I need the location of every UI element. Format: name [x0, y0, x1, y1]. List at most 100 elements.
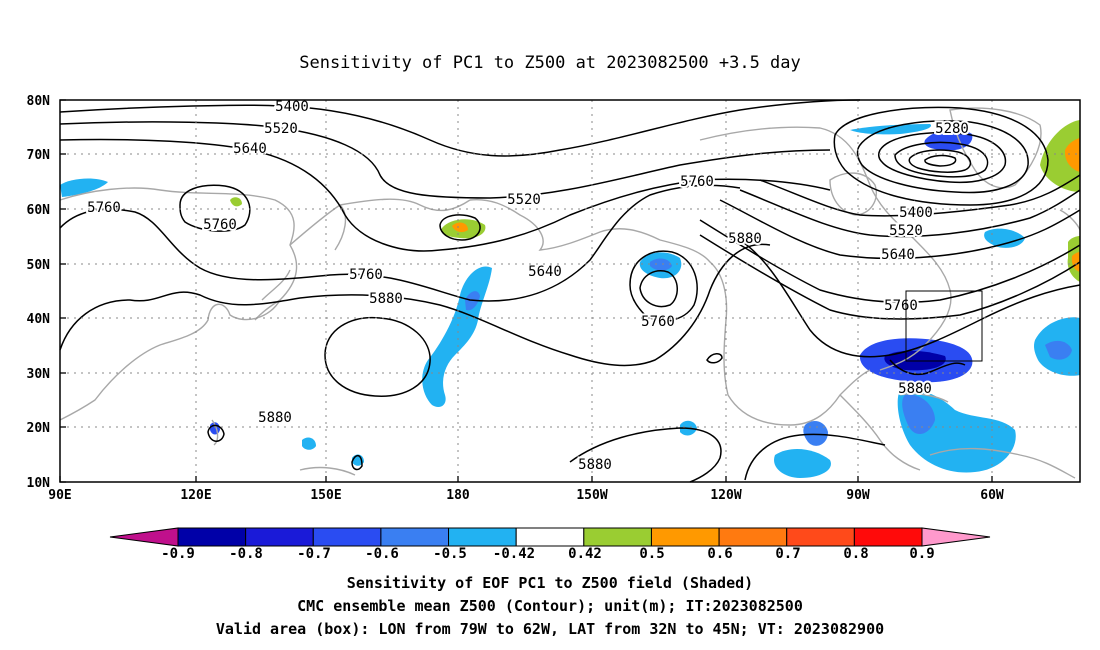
lat-label: 10N: [27, 476, 51, 491]
colorbar-low-triangle: [109, 527, 179, 547]
contour-label: 5880: [728, 231, 762, 247]
lat-axis-labels: 80N 70N 60N 50N 40N 30N 20N 10N: [27, 94, 51, 491]
colorbar-label: -0.7: [297, 546, 331, 562]
contour-label: 5280: [935, 121, 969, 137]
map-panel: 5400 5520 5640 5760 5520 5760 5280 5400 …: [27, 94, 1081, 503]
caption-line-2: CMC ensemble mean Z500 (Contour); unit(m…: [297, 597, 803, 615]
shade-caribbean-inner: [902, 394, 935, 435]
contour-label: 5880: [369, 291, 403, 307]
colorbar-labels: -0.9 -0.8 -0.7 -0.6 -0.5 -0.42 0.42 0.5 …: [161, 546, 935, 562]
contour-5880-south: [569, 427, 722, 483]
captions: Sensitivity of EOF PC1 to Z500 field (Sh…: [216, 574, 884, 638]
contour-label: 5520: [889, 223, 923, 239]
colorbar-label: 0.6: [707, 546, 732, 562]
contour-5640-east: [719, 199, 1081, 260]
contour-closed-kamchatka: [179, 184, 251, 232]
contour-closed-alaska-outer: [629, 250, 698, 322]
lon-label: 180: [446, 488, 470, 503]
contour-label: 5760: [87, 200, 121, 216]
colorbar-segment: [853, 527, 923, 547]
coast-cuba: [899, 393, 949, 403]
contour-5760-west: [59, 184, 741, 302]
contour-5880-west: [59, 243, 771, 367]
lon-label: 150W: [576, 488, 607, 503]
contour-5400-west: [59, 99, 861, 157]
shade-east-atlantic-inner: [1045, 340, 1072, 360]
shade-marianas: [302, 437, 316, 450]
coast-north-america: [699, 126, 952, 371]
contour-label: 5760: [641, 314, 675, 330]
coast-newguinea: [299, 466, 356, 476]
contour-5640-west: [59, 138, 831, 252]
shade-bering-inner: [452, 222, 468, 233]
shade-kamchatka-dot: [230, 197, 242, 207]
colorbar-label: 0.8: [843, 546, 868, 562]
coast-central-america: [839, 394, 921, 471]
colorbar-label: 0.9: [909, 546, 934, 562]
contour-label: 5880: [258, 410, 292, 426]
contour-label: 5640: [233, 141, 267, 157]
contour-label: 5400: [899, 205, 933, 221]
lon-label: 150E: [310, 488, 341, 503]
contour-labels: 5400 5520 5640 5760 5520 5760 5280 5400 …: [85, 97, 971, 475]
lon-axis-labels: 90E 120E 150E 180 150W 120W 90W 60W: [48, 488, 1004, 503]
colorbar-segment: [380, 527, 450, 547]
shade-europe-inner: [1071, 252, 1080, 272]
contour-low-3: [877, 131, 1007, 184]
contour-5400-east: [759, 174, 1081, 217]
contour-closed-bering: [439, 214, 481, 241]
gridlines: [60, 100, 1080, 482]
figure-title: Sensitivity of PC1 to Z500 at 2023082500…: [299, 53, 801, 73]
colorbar-segment: [515, 527, 585, 547]
colorbar-segment: [786, 527, 855, 547]
lat-label: 50N: [27, 258, 51, 273]
colorbar-label: 0.5: [639, 546, 664, 562]
colorbar-segment: [312, 527, 382, 547]
lon-label: 90E: [48, 488, 71, 503]
contour-5520-west: [59, 121, 831, 199]
colorbar-segment: [177, 527, 247, 547]
colorbar-label: 0.42: [568, 546, 602, 562]
contour-5520-east: [739, 189, 1081, 238]
contour-5760-east: [699, 219, 1081, 304]
coast-siberia: [339, 198, 471, 212]
shade-west-pacific: [60, 178, 108, 197]
coast-asia: [59, 187, 298, 421]
contour-label: 5400: [275, 99, 309, 115]
contour-5880-gulf: [744, 433, 886, 481]
z500-contours: [59, 99, 1081, 483]
colorbar-segment: [245, 527, 314, 547]
lat-ticks: [59, 99, 993, 483]
colorbar-label: -0.42: [493, 546, 535, 562]
lat-label: 60N: [27, 203, 51, 218]
contour-label: 5880: [898, 381, 932, 397]
colorbar-segment: [650, 527, 720, 547]
contour-small-philippines: [207, 424, 225, 442]
contour-low-1: [833, 106, 1049, 206]
contour-label: 5520: [264, 121, 298, 137]
contour-5760-east-2: [699, 234, 1081, 320]
shade-labrador: [984, 228, 1025, 248]
lat-label: 30N: [27, 367, 51, 382]
contour-5880-east: [739, 239, 1081, 358]
lon-label: 60W: [980, 488, 1004, 503]
colorbar-high-triangle: [921, 527, 991, 547]
lon-label: 120W: [710, 488, 741, 503]
colorbar-label: -0.5: [433, 546, 467, 562]
contour-label: 5880: [578, 457, 612, 473]
contour-label: 5640: [881, 247, 915, 263]
colorbar-label: -0.9: [161, 546, 195, 562]
shade-greenland: [1040, 120, 1080, 192]
colorbar-segment: [718, 527, 788, 547]
contour-label: 5640: [528, 264, 562, 280]
contour-low-4: [894, 141, 989, 178]
shade-hudson-strip: [850, 124, 931, 135]
colorbar-segment: [448, 527, 517, 547]
valid-area-box: [905, 290, 983, 362]
shade-gulf-alaska-inner: [650, 258, 672, 271]
colorbar-boxes: [177, 527, 923, 547]
caption-line-3: Valid area (box): LON from 79W to 62W, L…: [216, 620, 884, 638]
contour-5880-carib: [889, 359, 966, 376]
lat-label: 20N: [27, 421, 51, 436]
lat-label: 80N: [27, 94, 51, 109]
